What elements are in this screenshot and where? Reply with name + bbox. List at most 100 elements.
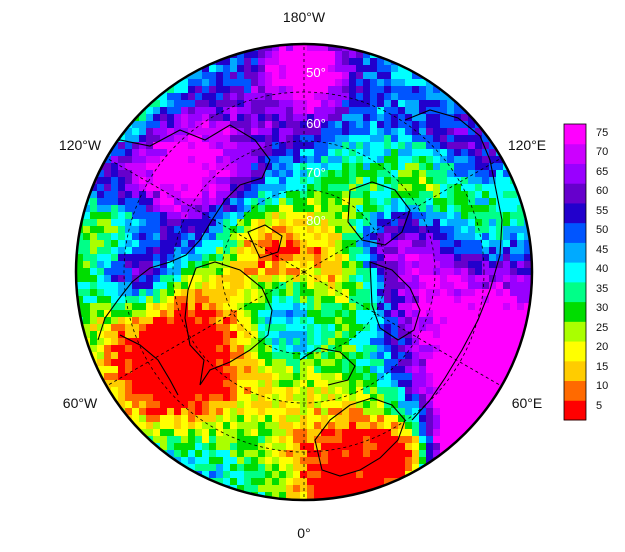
field-cell: [279, 114, 287, 122]
field-cell: [216, 212, 224, 220]
field-cell: [370, 79, 378, 87]
field-cell: [258, 422, 266, 430]
field-cell: [230, 331, 238, 339]
field-cell: [328, 163, 336, 171]
field-cell: [202, 310, 210, 318]
field-cell: [230, 387, 238, 395]
field-cell: [363, 86, 371, 94]
field-cell: [272, 289, 280, 297]
field-cell: [118, 380, 126, 388]
field-cell: [272, 163, 280, 171]
field-cell: [293, 163, 301, 171]
field-cell: [349, 352, 357, 360]
field-cell: [181, 289, 189, 297]
field-cell: [300, 65, 308, 73]
field-cell: [258, 226, 266, 234]
field-cell: [398, 149, 406, 157]
latitude-circle: [221, 189, 387, 355]
field-cell: [258, 156, 266, 164]
field-cell: [181, 100, 189, 108]
field-cell: [314, 93, 322, 101]
field-cell: [265, 65, 273, 73]
field-cell: [265, 401, 273, 409]
field-cell: [482, 387, 490, 395]
field-cell: [475, 149, 483, 157]
field-cell: [419, 247, 427, 255]
field-cell: [286, 226, 294, 234]
field-cell: [454, 156, 462, 164]
field-cell: [300, 79, 308, 87]
field-cell: [160, 296, 168, 304]
field-cell: [293, 79, 301, 87]
field-cell: [83, 219, 91, 227]
field-cell: [202, 100, 210, 108]
field-cell: [356, 72, 364, 80]
field-cell: [405, 387, 413, 395]
field-cell: [384, 394, 392, 402]
field-cell: [489, 163, 497, 171]
field-cell: [405, 121, 413, 129]
field-cell: [321, 394, 329, 402]
field-cell: [97, 205, 105, 213]
field-cell: [188, 373, 196, 381]
field-cell: [377, 163, 385, 171]
field-cell: [349, 149, 357, 157]
field-cell: [237, 65, 245, 73]
field-cell: [90, 345, 98, 353]
field-cell: [160, 345, 168, 353]
field-cell: [258, 58, 266, 66]
field-cell: [146, 247, 154, 255]
field-cell: [356, 464, 364, 472]
field-cell: [202, 191, 210, 199]
field-cell: [223, 261, 231, 269]
field-cell: [181, 359, 189, 367]
field-cell: [482, 163, 490, 171]
field-cell: [83, 268, 91, 276]
field-cell: [286, 198, 294, 206]
field-cell: [384, 149, 392, 157]
field-cell: [433, 394, 441, 402]
field-cell: [377, 58, 385, 66]
field-cell: [426, 275, 434, 283]
colorbar-segments: [564, 124, 586, 421]
field-cell: [426, 142, 434, 150]
field-cell: [321, 289, 329, 297]
field-cell: [503, 226, 511, 234]
field-cell: [139, 401, 147, 409]
field-cell: [223, 345, 231, 353]
field-cell: [160, 282, 168, 290]
field-cell: [174, 170, 182, 178]
field-cell: [104, 205, 112, 213]
field-cell: [433, 135, 441, 143]
field-cell: [104, 345, 112, 353]
field-cell: [223, 219, 231, 227]
field-cell: [335, 275, 343, 283]
field-cell: [398, 128, 406, 136]
field-cell: [377, 170, 385, 178]
field-cell: [104, 142, 112, 150]
field-cell: [195, 478, 203, 486]
field-cell: [307, 247, 315, 255]
field-cell: [167, 436, 175, 444]
field-cell: [251, 415, 259, 423]
field-cell: [181, 373, 189, 381]
field-cell: [307, 373, 315, 381]
field-cell: [202, 345, 210, 353]
field-cell: [356, 317, 364, 325]
field-cell: [125, 212, 133, 220]
field-cell: [230, 303, 238, 311]
field-cell: [412, 359, 420, 367]
field-cell: [258, 310, 266, 318]
field-cell: [132, 345, 140, 353]
field-cell: [426, 366, 434, 374]
field-cell: [433, 163, 441, 171]
field-cell: [426, 373, 434, 381]
field-cell: [272, 324, 280, 332]
field-cell: [251, 198, 259, 206]
field-cell: [230, 492, 238, 500]
field-cell: [146, 205, 154, 213]
field-cell: [139, 275, 147, 283]
field-cell: [356, 135, 364, 143]
field-cell: [482, 338, 490, 346]
field-cell: [216, 373, 224, 381]
